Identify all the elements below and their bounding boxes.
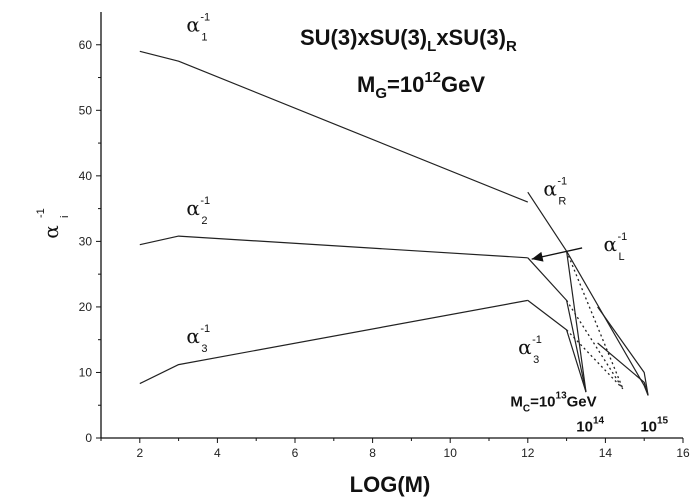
series-line bbox=[139, 235, 528, 259]
x-tick-label: 14 bbox=[599, 446, 613, 460]
y-tick-label: 20 bbox=[79, 300, 93, 314]
series-label-symbol: α bbox=[603, 232, 617, 256]
svg-text:-1: -1 bbox=[35, 208, 47, 218]
svg-text:i: i bbox=[59, 216, 71, 218]
y-axis-title: α -1 i bbox=[35, 208, 71, 239]
series-label-symbol: α bbox=[518, 335, 532, 359]
x-tick-label: 10 bbox=[444, 446, 458, 460]
y-tick-label: 30 bbox=[79, 234, 93, 248]
series-label-superscript: -1 bbox=[617, 231, 627, 243]
scale-marker-label: 1015 bbox=[640, 415, 668, 435]
series-line bbox=[566, 329, 624, 390]
series-label-subscript: L bbox=[618, 251, 624, 263]
scale-marker-label: MC=1013GeV bbox=[510, 391, 596, 415]
x-tick-label: 2 bbox=[136, 446, 143, 460]
y-tick-label: 40 bbox=[79, 169, 93, 183]
series-annotations: α -11α -12α -13α -1Rα -1Lα -13 bbox=[186, 12, 627, 366]
x-axis-title: LOG(M) bbox=[350, 472, 431, 497]
chart-subtitle: MG=1012GeV bbox=[357, 69, 485, 102]
y-tick-label: 60 bbox=[79, 38, 93, 52]
series-label: α -1 2 bbox=[186, 195, 210, 227]
series-label-superscript: -1 bbox=[200, 195, 210, 207]
x-ticks: 2 4 6 8 10 12 14 16 bbox=[100, 438, 690, 460]
series-label: α -1 R bbox=[543, 176, 567, 208]
series-label-symbol: α bbox=[186, 324, 200, 348]
series-label-superscript: -1 bbox=[532, 334, 542, 346]
series-lines bbox=[139, 50, 649, 396]
series-label-symbol: α bbox=[186, 13, 200, 37]
series-label: α -1 3 bbox=[518, 334, 542, 366]
series-line bbox=[597, 306, 649, 396]
y-tick-label: 50 bbox=[79, 103, 93, 117]
x-tick-label: 16 bbox=[676, 446, 690, 460]
series-line bbox=[597, 342, 649, 396]
series-label-subscript: 1 bbox=[201, 32, 207, 44]
x-tick-label: 8 bbox=[369, 446, 376, 460]
series-label-subscript: 2 bbox=[201, 215, 207, 227]
series-line bbox=[139, 299, 528, 385]
y-tick-label: 0 bbox=[85, 431, 92, 445]
series-label-superscript: -1 bbox=[557, 176, 567, 188]
svg-text:α: α bbox=[39, 225, 63, 239]
arrow-head bbox=[531, 251, 544, 262]
x-tick-label: 6 bbox=[292, 446, 299, 460]
y-ticks: 0 10 20 30 40 50 60 bbox=[79, 38, 101, 445]
scale-marker-label: 1014 bbox=[576, 415, 604, 435]
series-label-symbol: α bbox=[186, 196, 200, 220]
chart-title: SU(3)xSU(3)LxSU(3)R bbox=[300, 25, 517, 55]
series-label: α -1 L bbox=[603, 231, 627, 263]
series-label: α -1 1 bbox=[186, 12, 210, 44]
series-label-subscript: 3 bbox=[201, 343, 207, 355]
y-tick-label: 10 bbox=[79, 365, 93, 379]
series-label-subscript: R bbox=[558, 196, 566, 208]
series-label-symbol: α bbox=[543, 177, 557, 201]
x-tick-label: 4 bbox=[214, 446, 221, 460]
series-line bbox=[139, 50, 529, 203]
x-tick-label: 12 bbox=[521, 446, 535, 460]
series-label-subscript: 3 bbox=[533, 354, 539, 366]
series-label-superscript: -1 bbox=[200, 323, 210, 335]
series-label-superscript: -1 bbox=[200, 12, 210, 24]
series-label: α -1 3 bbox=[186, 323, 210, 355]
arrow-annotation bbox=[531, 247, 583, 262]
